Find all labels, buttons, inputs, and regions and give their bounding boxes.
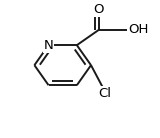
Text: O: O <box>94 3 104 16</box>
Text: N: N <box>44 39 53 52</box>
Text: OH: OH <box>129 23 149 36</box>
Text: Cl: Cl <box>99 87 112 100</box>
